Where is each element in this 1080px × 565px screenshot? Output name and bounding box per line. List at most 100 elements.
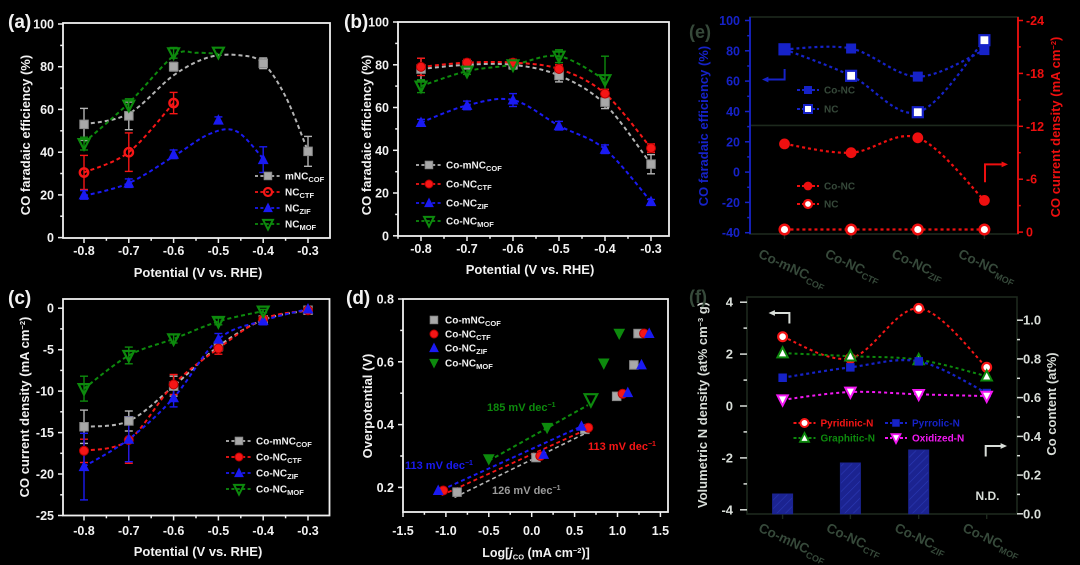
svg-text:-0.4: -0.4 [252,244,274,258]
svg-text:-4: -4 [721,502,733,517]
svg-text:100: 100 [368,16,389,30]
svg-text:(b): (b) [344,12,368,33]
svg-text:-0.6: -0.6 [163,524,185,538]
svg-text:Co-NCCTF: Co-NCCTF [446,180,492,193]
svg-text:-0.3: -0.3 [640,242,662,256]
svg-text:CO faradaic efficiency (%): CO faradaic efficiency (%) [18,55,33,215]
svg-text:Volumetric N density (at% cm−3: Volumetric N density (at% cm−3 g) [695,302,710,508]
svg-text:0.2: 0.2 [1023,468,1041,483]
svg-text:100: 100 [33,18,54,32]
svg-text:Co content (at%): Co content (at%) [1044,352,1059,455]
svg-text:80: 80 [40,60,54,74]
svg-text:(e): (e) [689,22,711,42]
svg-text:60: 60 [726,75,740,89]
svg-text:40: 40 [40,146,54,160]
svg-text:-0.6: -0.6 [502,242,524,256]
svg-text:-0.8: -0.8 [410,242,432,256]
svg-text:-0.3: -0.3 [297,244,319,258]
svg-text:CO faradaic efficiency (%): CO faradaic efficiency (%) [696,46,711,206]
svg-text:0.0: 0.0 [1023,506,1041,521]
svg-text:Pyridinic-N: Pyridinic-N [821,419,874,430]
svg-text:-0.4: -0.4 [252,524,274,538]
svg-text:N.D.: N.D. [976,489,1000,503]
svg-text:-0.7: -0.7 [456,242,478,256]
svg-text:Pyrrolic-N: Pyrrolic-N [912,419,960,430]
svg-text:113 mV dec−1: 113 mV dec−1 [405,460,473,472]
svg-text:NCMOF: NCMOF [285,220,317,233]
svg-text:-15: -15 [36,426,54,440]
svg-text:0.8: 0.8 [1023,351,1041,366]
svg-text:Co-mNCCOF: Co-mNCCOF [445,316,501,329]
svg-text:60: 60 [40,103,54,117]
svg-text:Co-mNCCOF: Co-mNCCOF [446,161,502,174]
svg-text:-5: -5 [43,343,54,357]
svg-text:NC: NC [824,200,838,211]
svg-text:40: 40 [726,105,740,119]
svg-text:Potential (V vs. RHE): Potential (V vs. RHE) [134,265,263,280]
svg-text:40: 40 [375,144,389,158]
svg-text:NCCTF: NCCTF [285,188,314,201]
svg-text:0: 0 [382,229,389,243]
svg-text:-6: -6 [1026,173,1037,187]
svg-text:2: 2 [726,347,733,362]
svg-text:Overpotential (V): Overpotential (V) [360,354,375,459]
svg-text:Potential (V vs. RHE): Potential (V vs. RHE) [466,262,595,277]
svg-text:0: 0 [47,302,54,316]
svg-text:100: 100 [719,14,740,28]
svg-text:-12: -12 [1026,120,1044,134]
svg-text:0: 0 [733,166,740,180]
svg-text:mNCCOF: mNCCOF [285,172,325,185]
svg-text:1.0: 1.0 [1023,313,1041,328]
svg-text:-0.5: -0.5 [208,524,230,538]
svg-text:126 mV dec−1: 126 mV dec−1 [492,485,561,497]
svg-text:-0.7: -0.7 [118,524,140,538]
svg-text:Co-NCMOF: Co-NCMOF [445,359,493,372]
svg-text:(d): (d) [346,288,370,309]
svg-text:113 mV dec−1: 113 mV dec−1 [588,441,656,453]
svg-text:80: 80 [375,58,389,72]
svg-text:Co-mNCCOF: Co-mNCCOF [256,437,312,450]
svg-text:Co-NCMOF: Co-NCMOF [446,217,494,230]
svg-text:1.5: 1.5 [652,524,669,538]
svg-text:20: 20 [726,135,740,149]
svg-text:(f): (f) [689,287,707,307]
svg-text:Co-NCZIF: Co-NCZIF [256,469,299,482]
svg-text:Co-NC: Co-NC [824,86,855,97]
svg-text:Co-NCMOF: Co-NCMOF [256,485,304,498]
svg-text:-20: -20 [36,468,54,482]
svg-text:0.6: 0.6 [377,355,394,369]
svg-text:60: 60 [375,101,389,115]
svg-text:-10: -10 [36,385,54,399]
svg-text:20: 20 [375,187,389,201]
svg-text:Potential (V vs. RHE): Potential (V vs. RHE) [134,544,263,559]
svg-text:0: 0 [1026,226,1033,240]
svg-text:-0.6: -0.6 [163,244,185,258]
svg-text:Log[jCO (mA cm−2)]: Log[jCO (mA cm−2)] [482,546,590,562]
svg-text:0.4: 0.4 [377,418,394,432]
svg-text:(a): (a) [8,12,31,33]
svg-text:0.5: 0.5 [566,524,583,538]
svg-text:0: 0 [47,231,54,245]
svg-text:80: 80 [726,44,740,58]
svg-text:Graphitic-N: Graphitic-N [821,434,875,445]
svg-text:CO faradaic efficiency (%): CO faradaic efficiency (%) [359,55,374,215]
svg-text:-0.3: -0.3 [297,524,319,538]
svg-text:-0.8: -0.8 [73,244,95,258]
svg-text:0.8: 0.8 [377,293,394,307]
svg-text:-1.5: -1.5 [392,524,414,538]
svg-text:-0.8: -0.8 [73,524,95,538]
svg-text:0: 0 [726,399,733,414]
svg-text:0.6: 0.6 [1023,390,1041,405]
svg-text:-0.5: -0.5 [208,244,230,258]
svg-text:(c): (c) [8,288,31,309]
svg-text:1.0: 1.0 [609,524,626,538]
svg-text:CO current density (mA cm−2): CO current density (mA cm−2) [1048,37,1063,218]
svg-text:NCZIF: NCZIF [285,204,311,217]
svg-text:NC: NC [824,105,838,116]
svg-text:Co-NCCTF: Co-NCCTF [445,330,491,343]
svg-text:-0.5: -0.5 [548,242,570,256]
svg-text:Co-NCCTF: Co-NCCTF [256,453,302,466]
svg-text:Co-NC: Co-NC [824,182,855,193]
svg-text:0.4: 0.4 [1023,429,1042,444]
svg-text:Co-NCZIF: Co-NCZIF [445,344,488,357]
